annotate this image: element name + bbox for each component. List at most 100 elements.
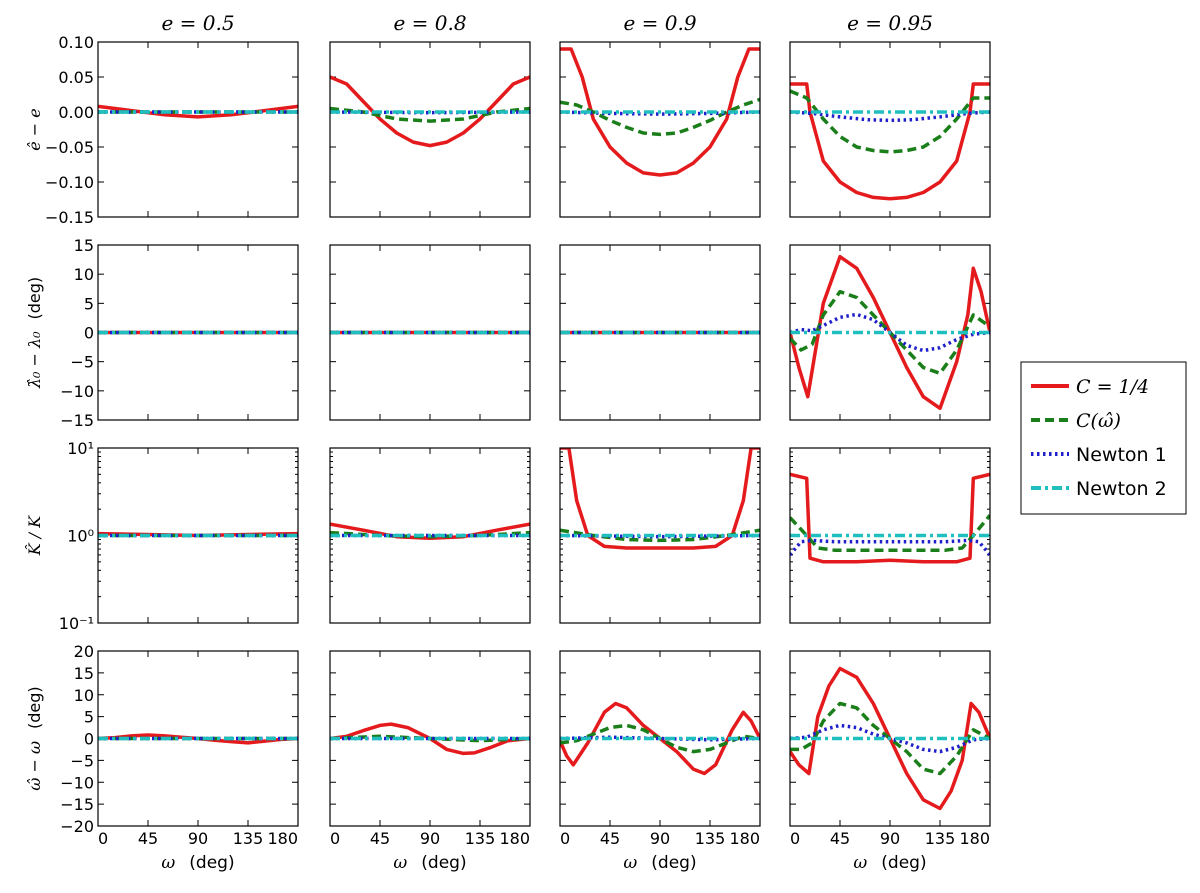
series-line-Cw [560,528,760,543]
xlabel-unit: (deg) [881,853,926,873]
panel-lambda-3 [789,244,991,421]
ylabel-e: ê − e [25,108,44,151]
panel-frame [789,650,991,827]
ylabel-group-e: ê − e [25,108,44,151]
y-tick-label-lambda: 5 [84,294,94,313]
panel-omega-3: 0 45 90 135 180 ω (deg) [789,650,991,873]
x-tick-label: 0 [790,829,800,848]
panel-frame [97,447,299,624]
x-tick-label: 0 [560,829,570,848]
series-line-C14 [790,254,990,411]
x-tick-label: 0 [98,829,108,848]
column-title-0: e = 0.5 [161,11,234,35]
panel-K-3 [789,447,991,624]
y-tick-label-omega: −20 [60,817,94,836]
series-line-C14 [790,472,990,564]
y-tick-label-lambda: −10 [60,382,94,401]
ylabel-symbol-lambda: λ̂₀ − λ₀ [25,331,44,389]
y-tick-label-omega: −15 [60,795,94,814]
panel-frame [789,447,991,624]
panel-e-2 [559,41,761,218]
panel-e-3 [789,41,991,218]
panel-omega-2: 0 45 90 135 180 ω (deg) [559,650,761,873]
y-tick-label-e: 0.05 [58,68,94,87]
ylabel-group-K: K̂ / K [25,515,44,557]
series-line-N1 [790,110,990,123]
xlabel: ω (deg) [161,853,234,873]
y-tick-label-e: −0.10 [45,173,94,192]
series-line-Cw [790,514,990,552]
panel-frame [559,41,761,218]
panel-lambda-0: 15 10 5 0 −5 −10 −15 [60,236,299,430]
ylabel-group-lambda: λ̂₀ − λ₀ (deg) [25,277,44,389]
series-line-Cw [560,97,760,137]
panel-e-1 [329,41,531,218]
xlabel-symbol: ω [853,853,867,873]
series-line-C14 [560,448,760,550]
x-tick-label: 135 [695,829,726,848]
legend-label-N1: Newton 1 [1076,444,1167,466]
series-line-C14 [790,82,990,201]
panel-K-1 [329,447,531,624]
panel-frame [559,447,761,624]
y-tick-label-e: 0.00 [58,103,94,122]
y-tick-label-lambda: 15 [74,236,94,255]
x-tick-label: 180 [959,829,990,848]
panel-frame [97,650,299,827]
y-tick-label-omega: −10 [60,773,94,792]
ylabel-symbol-K: K̂ / K [25,515,44,557]
xlabel-symbol: ω [623,853,637,873]
x-tick-label: 45 [600,829,620,848]
panel-frame [329,41,531,218]
y-tick-label-K: 10¹ [67,439,94,458]
y-tick-label-omega: −5 [70,751,94,770]
x-tick-label: 90 [650,829,670,848]
y-tick-label-lambda: −5 [70,353,94,372]
panel-frame [329,447,531,624]
panel-frame [559,650,761,827]
y-tick-label-K: 10⁻¹ [59,614,94,633]
column-title-2: e = 0.9 [623,11,696,35]
xlabel: ω (deg) [623,853,696,873]
x-tick-label: 90 [880,829,900,848]
panel-frame [789,244,991,421]
y-tick-label-omega: 10 [74,686,94,705]
series-line-C14 [560,47,760,177]
panel-K-2 [559,447,761,624]
series-line-Cw [790,289,990,376]
x-tick-label: 180 [499,829,530,848]
ylabel-omega: ω̂ − ω (deg) [25,686,44,790]
y-tick-label-omega: 20 [74,642,94,661]
ylabel-symbol-e: ê − e [25,108,44,151]
x-tick-label: 90 [420,829,440,848]
x-tick-label: 45 [138,829,158,848]
panel-frame [789,41,991,218]
panel-frame [97,244,299,421]
y-tick-label-K: 10⁰ [67,527,94,546]
y-tick-label-lambda: 0 [84,324,94,343]
panel-e-0: 0.10 0.05 0.00 −0.05 −0.10 −0.15 [45,33,299,227]
panel-omega-1: 0 45 90 135 180 ω (deg) [329,650,531,873]
x-tick-label: 45 [370,829,390,848]
ylabel-symbol-omega: ω̂ − ω [25,741,44,791]
y-tick-label-lambda: 10 [74,265,94,284]
series-line-C14 [330,75,530,148]
column-title-1: e = 0.8 [393,11,466,35]
series-line-N1 [790,312,990,353]
xlabel: ω (deg) [853,853,926,873]
x-tick-label: 180 [729,829,760,848]
xlabel-unit: (deg) [651,853,696,873]
column-title-3: e = 0.95 [847,11,933,35]
xlabel-unit: (deg) [189,853,234,873]
x-tick-label: 135 [465,829,496,848]
series-line-Cw [790,89,990,154]
panel-lambda-2 [559,244,761,421]
ylabel-group-omega: ω̂ − ω (deg) [25,686,44,790]
x-tick-label: 135 [233,829,264,848]
x-tick-label: 90 [188,829,208,848]
y-tick-label-lambda: −15 [60,411,94,430]
y-tick-label-e: 0.10 [58,33,94,52]
y-tick-label-omega: 0 [84,730,94,749]
x-tick-label: 135 [925,829,956,848]
